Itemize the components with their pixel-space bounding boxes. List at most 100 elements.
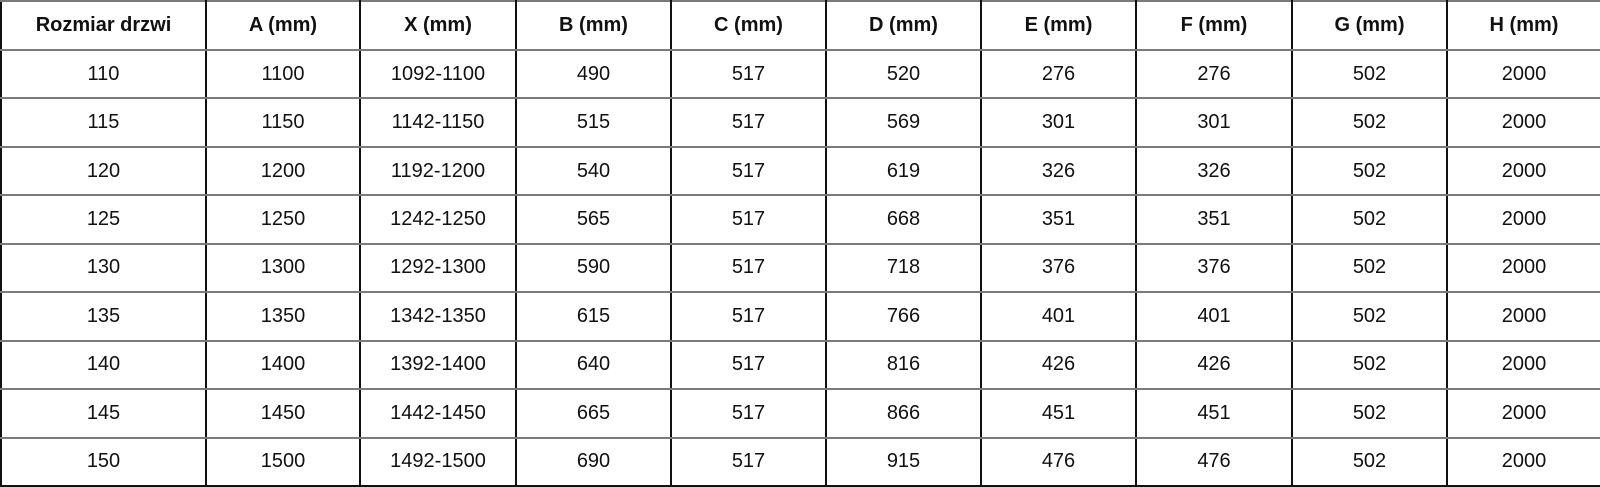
column-header: B (mm) bbox=[515, 0, 672, 51]
table-cell: 640 bbox=[515, 339, 672, 391]
table-row: 125 1250 1242-1250 565 517 668 351 351 502 2000 bbox=[0, 194, 1600, 245]
table-cell: 502 bbox=[1291, 339, 1448, 391]
table-cell: 301 bbox=[980, 97, 1137, 148]
table-cell: 1492-1500 bbox=[359, 436, 517, 487]
table-cell: 2000 bbox=[1446, 145, 1600, 197]
table-cell: 476 bbox=[980, 436, 1137, 487]
table-cell: 1200 bbox=[205, 145, 361, 197]
table-cell: 517 bbox=[670, 97, 827, 148]
table-cell: 145 bbox=[0, 388, 207, 439]
table-row: 145 1450 1442-1450 665 517 866 451 451 502 2000 bbox=[0, 388, 1600, 439]
table-cell: 1392-1400 bbox=[359, 339, 517, 391]
table-row: 115 1150 1142-1150 515 517 569 301 301 502 2000 bbox=[0, 97, 1600, 148]
column-header: E (mm) bbox=[980, 0, 1137, 51]
table-cell: 1242-1250 bbox=[359, 194, 517, 245]
table-cell: 517 bbox=[670, 242, 827, 294]
table-cell: 451 bbox=[980, 388, 1137, 439]
table-cell: 476 bbox=[1135, 436, 1293, 487]
table-cell: 110 bbox=[0, 48, 207, 100]
table-cell: 668 bbox=[825, 194, 982, 245]
table-row: 135 1350 1342-1350 615 517 766 401 401 502 2000 bbox=[0, 291, 1600, 342]
table-cell: 376 bbox=[1135, 242, 1293, 294]
table-row: 130 1300 1292-1300 590 517 718 376 376 502 2000 bbox=[0, 242, 1600, 294]
table-cell: 326 bbox=[1135, 145, 1293, 197]
column-header: D (mm) bbox=[825, 0, 982, 51]
column-header: Rozmiar drzwi bbox=[0, 0, 207, 51]
table-cell: 517 bbox=[670, 339, 827, 391]
column-header: H (mm) bbox=[1446, 0, 1600, 51]
table-cell: 351 bbox=[1135, 194, 1293, 245]
table-row: 140 1400 1392-1400 640 517 816 426 426 502 2000 bbox=[0, 339, 1600, 391]
table-cell: 615 bbox=[515, 291, 672, 342]
table-cell: 2000 bbox=[1446, 291, 1600, 342]
table-cell: 816 bbox=[825, 339, 982, 391]
table-cell: 276 bbox=[980, 48, 1137, 100]
table-cell: 590 bbox=[515, 242, 672, 294]
table-cell: 135 bbox=[0, 291, 207, 342]
table-cell: 1292-1300 bbox=[359, 242, 517, 294]
table-cell: 140 bbox=[0, 339, 207, 391]
table-cell: 2000 bbox=[1446, 388, 1600, 439]
table-cell: 517 bbox=[670, 388, 827, 439]
table-cell: 490 bbox=[515, 48, 672, 100]
table-cell: 326 bbox=[980, 145, 1137, 197]
table-cell: 2000 bbox=[1446, 97, 1600, 148]
table-cell: 1400 bbox=[205, 339, 361, 391]
table-cell: 690 bbox=[515, 436, 672, 487]
table-row: 120 1200 1192-1200 540 517 619 326 326 502 2000 bbox=[0, 145, 1600, 197]
table-cell: 401 bbox=[980, 291, 1137, 342]
table-cell: 502 bbox=[1291, 436, 1448, 487]
table-cell: 1300 bbox=[205, 242, 361, 294]
column-header: A (mm) bbox=[205, 0, 361, 51]
table-cell: 2000 bbox=[1446, 48, 1600, 100]
table-cell: 766 bbox=[825, 291, 982, 342]
table-cell: 1100 bbox=[205, 48, 361, 100]
column-header: F (mm) bbox=[1135, 0, 1293, 51]
table-cell: 502 bbox=[1291, 194, 1448, 245]
table-cell: 401 bbox=[1135, 291, 1293, 342]
table-cell: 502 bbox=[1291, 242, 1448, 294]
table-cell: 515 bbox=[515, 97, 672, 148]
table-row: 110 1100 1092-1100 490 517 520 276 276 502 2000 bbox=[0, 48, 1600, 100]
table-cell: 569 bbox=[825, 97, 982, 148]
table-cell: 1450 bbox=[205, 388, 361, 439]
table-cell: 619 bbox=[825, 145, 982, 197]
table-cell: 2000 bbox=[1446, 242, 1600, 294]
table-cell: 1192-1200 bbox=[359, 145, 517, 197]
table-cell: 517 bbox=[670, 145, 827, 197]
table-cell: 502 bbox=[1291, 48, 1448, 100]
table-cell: 1150 bbox=[205, 97, 361, 148]
table-cell: 351 bbox=[980, 194, 1137, 245]
table-cell: 2000 bbox=[1446, 339, 1600, 391]
table-cell: 125 bbox=[0, 194, 207, 245]
table-cell: 451 bbox=[1135, 388, 1293, 439]
table-cell: 517 bbox=[670, 436, 827, 487]
table-cell: 2000 bbox=[1446, 194, 1600, 245]
table-cell: 517 bbox=[670, 194, 827, 245]
table-cell: 376 bbox=[980, 242, 1137, 294]
table-cell: 130 bbox=[0, 242, 207, 294]
column-header: X (mm) bbox=[359, 0, 517, 51]
table-row: 150 1500 1492-1500 690 517 915 476 476 502 2000 bbox=[0, 436, 1600, 487]
table-cell: 502 bbox=[1291, 97, 1448, 148]
table-cell: 1442-1450 bbox=[359, 388, 517, 439]
table-cell: 502 bbox=[1291, 291, 1448, 342]
column-header: G (mm) bbox=[1291, 0, 1448, 51]
table-cell: 301 bbox=[1135, 97, 1293, 148]
table-cell: 2000 bbox=[1446, 436, 1600, 487]
table-cell: 1092-1100 bbox=[359, 48, 517, 100]
table-cell: 426 bbox=[1135, 339, 1293, 391]
table-cell: 1500 bbox=[205, 436, 361, 487]
table-cell: 866 bbox=[825, 388, 982, 439]
table-cell: 1342-1350 bbox=[359, 291, 517, 342]
table-cell: 540 bbox=[515, 145, 672, 197]
table-cell: 502 bbox=[1291, 388, 1448, 439]
table-cell: 517 bbox=[670, 291, 827, 342]
table-cell: 1350 bbox=[205, 291, 361, 342]
table-cell: 718 bbox=[825, 242, 982, 294]
table-cell: 665 bbox=[515, 388, 672, 439]
table-cell: 517 bbox=[670, 48, 827, 100]
table-cell: 1142-1150 bbox=[359, 97, 517, 148]
table-cell: 276 bbox=[1135, 48, 1293, 100]
